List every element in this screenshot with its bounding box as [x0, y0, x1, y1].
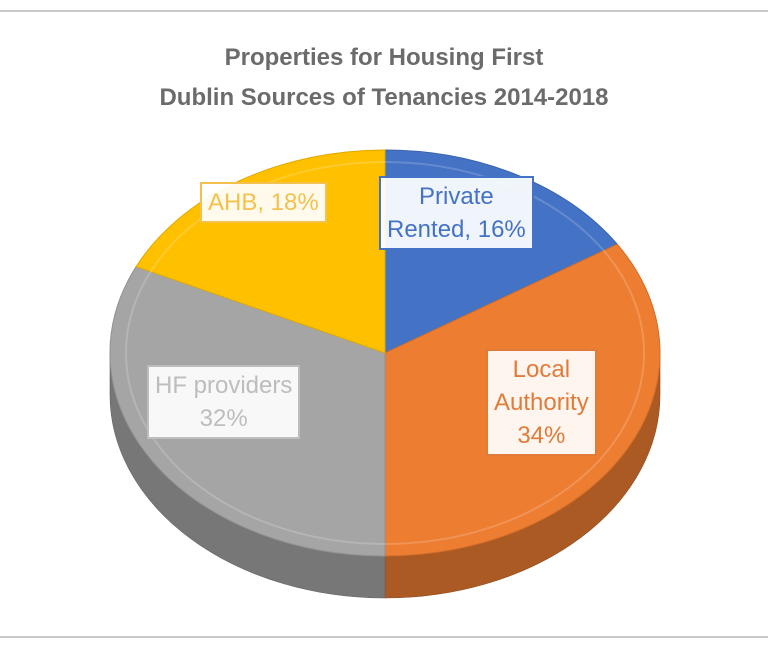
data-label-line: Local	[512, 356, 571, 383]
frame-bottom-border	[0, 636, 768, 638]
data-label-local-authority: Local Authority 34%	[486, 349, 597, 456]
data-label-ahb: AHB, 18%	[200, 182, 327, 223]
pie-rim-highlight	[125, 161, 645, 545]
data-label-line: Authority	[494, 389, 589, 416]
data-label-line: Rented, 16%	[387, 216, 526, 243]
data-label-line: HF providers	[155, 372, 293, 399]
data-label-line: Private	[419, 183, 494, 210]
data-label-line: 32%	[199, 405, 248, 432]
data-label-private-rented: Private Rented, 16%	[379, 176, 534, 250]
frame-top-border	[0, 10, 768, 12]
chart-title: Properties for Housing First Dublin Sour…	[0, 38, 768, 118]
chart-title-line-1: Properties for Housing First	[224, 44, 544, 71]
data-label-hf-providers: HF providers 32%	[147, 365, 301, 439]
data-label-line: AHB, 18%	[208, 189, 319, 216]
chart-title-line-2: Dublin Sources of Tenancies 2014-2018	[159, 84, 609, 111]
data-label-line: 34%	[517, 422, 566, 449]
